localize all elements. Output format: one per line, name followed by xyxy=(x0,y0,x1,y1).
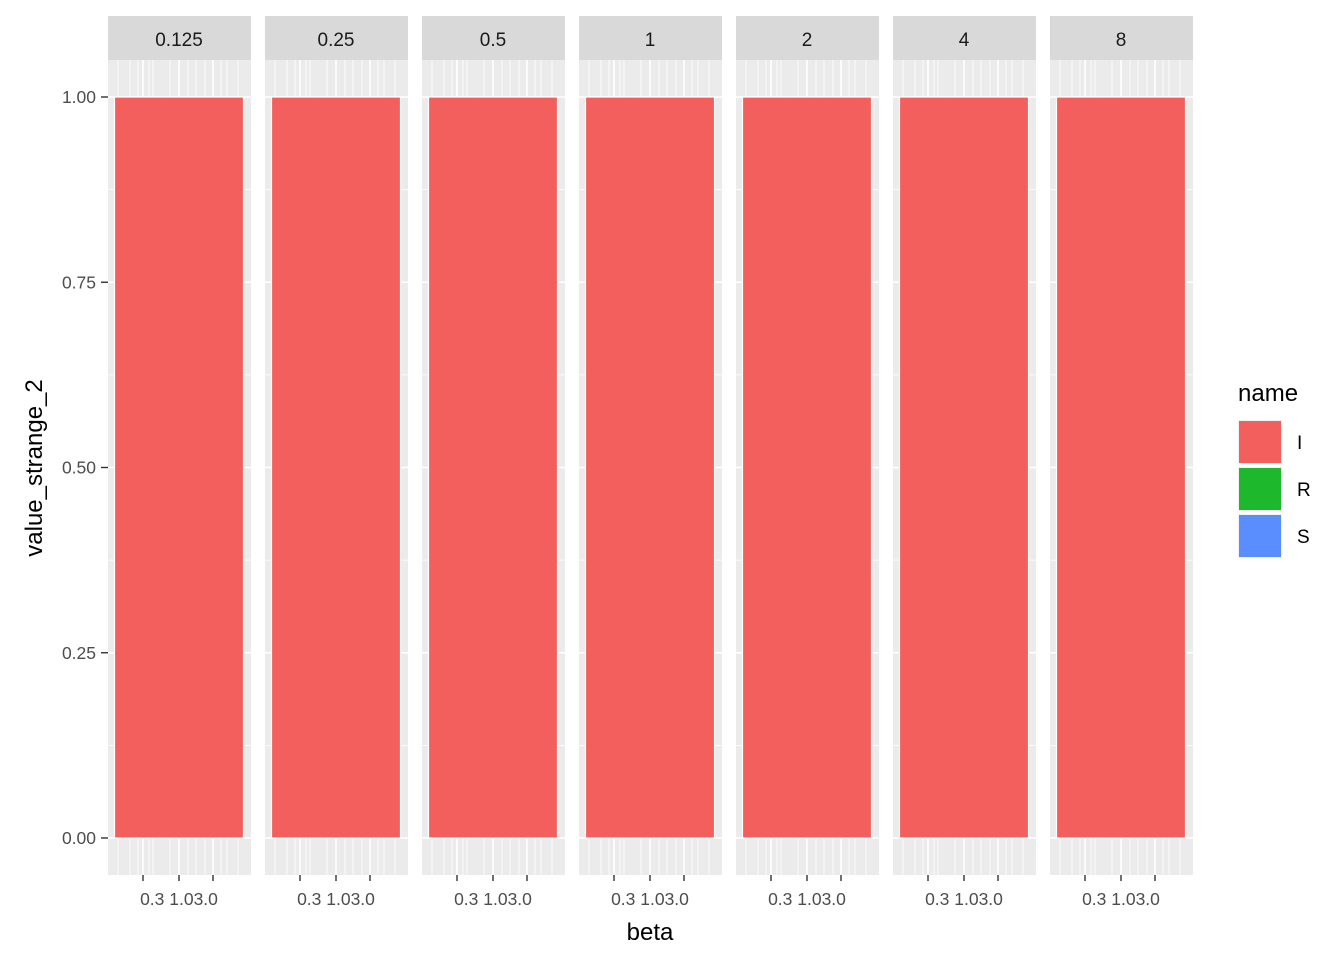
x-tick-labels: 0.3 1.03.0 xyxy=(140,889,218,909)
facet-panel: 8 0.3 1.03.0 xyxy=(1050,16,1193,909)
bar-I xyxy=(1055,96,1187,839)
facet-strip-label: 4 xyxy=(959,30,970,51)
y-axis-title: value_strange_2 xyxy=(21,379,48,556)
x-tick-labels: 0.3 1.03.0 xyxy=(925,889,1003,909)
bar-I xyxy=(898,96,1030,839)
facet-strip-label: 0.25 xyxy=(318,30,355,51)
bar-I xyxy=(427,96,559,839)
facet-strip xyxy=(579,16,722,60)
y-tick-label: 0.00 xyxy=(62,828,96,848)
facet-strip xyxy=(1050,16,1193,60)
facet-strip-label: 2 xyxy=(802,30,813,51)
facet-strip xyxy=(893,16,1036,60)
x-tick-labels: 0.3 1.03.0 xyxy=(454,889,532,909)
y-tick-label: 0.75 xyxy=(62,272,96,292)
x-tick-labels: 0.3 1.03.0 xyxy=(1082,889,1160,909)
facet-panel: 0.125 0.3 1.03.0 xyxy=(108,16,251,909)
facet-strip-label: 8 xyxy=(1116,30,1127,51)
y-tick-label: 0.25 xyxy=(62,643,96,663)
legend-key-I xyxy=(1239,421,1281,463)
facet-panels: 0.125 0.3 1.03.0 0.25 0.3 1.03.0 0.5 0.3 1.03… xyxy=(108,16,1193,909)
x-tick-labels: 0.3 1.03.0 xyxy=(768,889,846,909)
legend-key-R xyxy=(1239,468,1281,510)
facet-panel: 1 0.3 1.03.0 xyxy=(579,16,722,909)
legend-key-S xyxy=(1239,515,1281,557)
facet-strip xyxy=(108,16,251,60)
legend: name I R S xyxy=(1238,380,1311,558)
bar-I xyxy=(741,96,873,839)
facet-panel: 4 0.3 1.03.0 xyxy=(893,16,1036,909)
y-tick-label: 0.50 xyxy=(62,458,96,478)
x-tick-labels: 0.3 1.03.0 xyxy=(297,889,375,909)
y-tick-label: 1.00 xyxy=(62,87,96,107)
legend-title: name xyxy=(1238,380,1298,407)
facet-panel: 0.25 0.3 1.03.0 xyxy=(265,16,408,909)
bar-I xyxy=(270,96,402,839)
facet-strip-label: 1 xyxy=(645,30,656,51)
bar-I xyxy=(584,96,716,839)
legend-label-S: S xyxy=(1297,527,1310,548)
legend-label-I: I xyxy=(1297,433,1302,454)
facet-strip xyxy=(736,16,879,60)
facet-strip-label: 0.5 xyxy=(480,30,506,51)
facet-panel: 2 0.3 1.03.0 xyxy=(736,16,879,909)
facet-strip-label: 0.125 xyxy=(155,30,203,51)
facet-panel: 0.5 0.3 1.03.0 xyxy=(422,16,565,909)
legend-label-R: R xyxy=(1297,480,1311,501)
facet-strip xyxy=(265,16,408,60)
y-axis: 0.00 0.25 0.50 0.75 1.00 xyxy=(62,87,108,848)
bar-I xyxy=(113,96,245,839)
x-axis-title: beta xyxy=(627,919,674,946)
x-tick-labels: 0.3 1.03.0 xyxy=(611,889,689,909)
facet-strip xyxy=(422,16,565,60)
